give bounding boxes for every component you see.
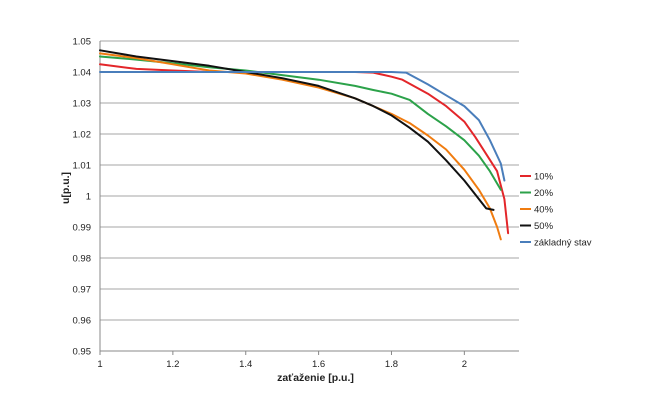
y-tick-label: 1 <box>86 192 91 203</box>
series-line-1 <box>99 63 510 235</box>
y-tick-label: 0.97 <box>73 285 92 296</box>
x-axis-ticks: 1 1.2 1.4 1.6 1.8 2 <box>97 351 467 370</box>
y-tick-label: 0.96 <box>73 316 92 327</box>
x-tick-label: 1.8 <box>385 359 398 370</box>
y-tick-label: 1.03 <box>73 99 92 110</box>
series-line-5 <box>99 71 506 182</box>
grid-lines <box>100 40 519 321</box>
legend-label: základný stav <box>534 238 592 249</box>
y-tick-label: 1.05 <box>73 37 92 48</box>
x-tick-label: 2 <box>462 359 467 370</box>
x-tick-label: 1 <box>97 359 102 370</box>
x-tick-label: 1.4 <box>239 359 252 370</box>
legend-label: 50% <box>534 221 554 232</box>
y-tick-label: 1.04 <box>73 68 92 79</box>
series-line-2 <box>99 55 502 191</box>
y-tick-label: 0.95 <box>73 347 92 358</box>
legend-label: 40% <box>534 205 554 216</box>
y-tick-label: 0.98 <box>73 254 92 265</box>
y-axis-title: u[p.u.] <box>60 172 72 204</box>
y-axis-ticks: 0.95 0.96 0.97 0.98 0.99 1 1.01 1.02 1.03 1.04 1.0… <box>73 37 92 358</box>
series-lines <box>99 49 510 241</box>
y-tick-label: 0.99 <box>73 223 92 234</box>
x-axis-title: zaťaženie [p.u.] <box>277 372 354 384</box>
legend-label: 20% <box>534 188 554 199</box>
x-tick-label: 1.6 <box>312 359 325 370</box>
x-tick-label: 1.2 <box>166 359 179 370</box>
legend: 10% 20% 40% 50% základný stav <box>520 172 592 249</box>
y-tick-label: 1.02 <box>73 130 92 141</box>
y-tick-label: 1.01 <box>73 161 92 172</box>
series-line-4 <box>99 49 495 211</box>
series-line-3 <box>99 52 502 241</box>
legend-label: 10% <box>534 172 554 183</box>
